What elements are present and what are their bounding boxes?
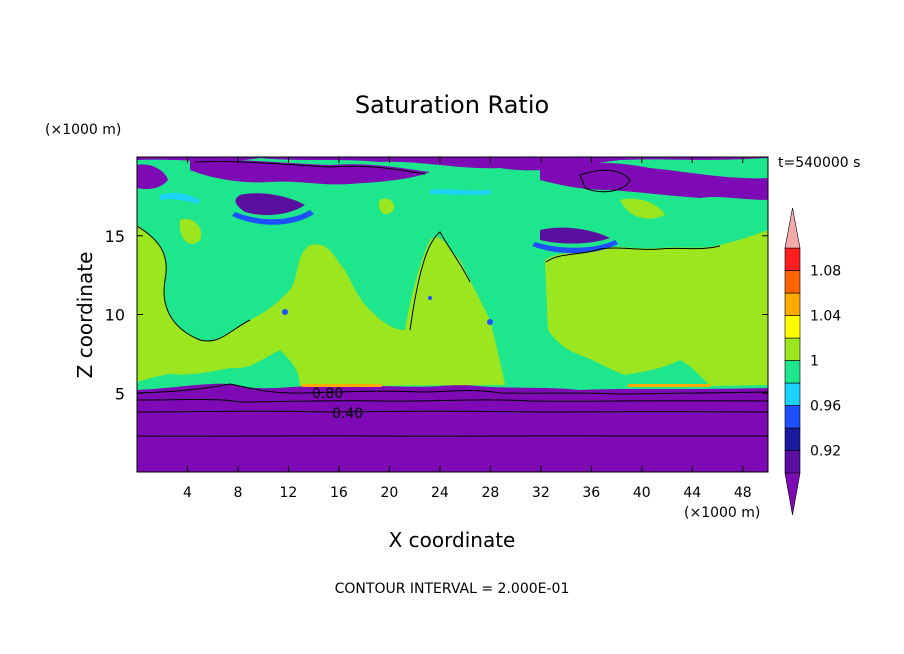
x-tick-label: 44 (683, 485, 701, 501)
time-label: t=540000 s (778, 155, 860, 171)
x-tick-label: 20 (380, 485, 398, 501)
x-tick-label: 32 (532, 485, 550, 501)
x-tick-label: 16 (330, 485, 348, 501)
colorbar-segment (784, 382, 801, 406)
colorbar-tick-label: 1.04 (810, 309, 841, 325)
y-tick-label: 10 (105, 306, 125, 325)
dry-patch-mid-left (235, 193, 305, 216)
plume-mid-patch (300, 289, 355, 385)
colorbar-over-triangle (784, 207, 801, 249)
x-axis: 4 8 12 16 20 24 28 32 36 40 44 48 (183, 157, 752, 501)
x-tick-label: 24 (431, 485, 449, 501)
dry-patch-right (540, 227, 610, 244)
colorbar: 1.08 1.04 1 0.96 0.92 (784, 207, 841, 516)
contour-lines (137, 161, 768, 437)
contour-line-040 (137, 410, 768, 413)
dry-patch-left-edge (137, 164, 168, 190)
x-tick-label: 48 (734, 485, 752, 501)
colorbar-segment (784, 247, 801, 271)
blue-spot (428, 296, 432, 300)
dry-layer-upper-band (137, 390, 768, 472)
x-unit-label: (×1000 m) (684, 505, 760, 521)
x-tick-label: 12 (280, 485, 298, 501)
blue-spot (282, 309, 288, 315)
chart-title: Saturation Ratio (355, 91, 549, 119)
colorbar-segment (784, 405, 801, 429)
y-unit-label: (×1000 m) (45, 122, 121, 138)
blue-fringe-1 (232, 210, 314, 225)
colorbar-tick-label: 0.96 (810, 399, 841, 415)
colorbar-segment (784, 270, 801, 294)
contour-labels: 0.80 0.40 (312, 386, 363, 422)
x-tick-label: 4 (183, 485, 192, 501)
colorbar-tick-label: 1.08 (810, 264, 841, 280)
contour-line-020 (137, 435, 768, 437)
contour-label-080: 0.80 (312, 386, 343, 402)
colorbar-segment (784, 427, 801, 451)
colorbar-segment (784, 337, 801, 361)
contour-line-080 (137, 383, 768, 395)
contour-line-mid-plume (409, 231, 471, 331)
blue-fringe-4 (160, 192, 200, 204)
contour-line-right (579, 169, 631, 193)
x-tick-label: 8 (233, 485, 242, 501)
x-tick-label: 36 (582, 485, 600, 501)
x-axis-label: X coordinate (389, 528, 516, 552)
colorbar-tick-label: 1 (810, 354, 819, 370)
upper-dry-band (137, 157, 768, 171)
colorbar-under-triangle (784, 472, 801, 516)
field-area: 0.80 0.40 (137, 157, 768, 472)
contour-line-left-plume (137, 225, 251, 342)
contour-line-upper (194, 161, 426, 175)
y-tick-label: 5 (115, 384, 125, 403)
contour-interval-footer: CONTOUR INTERVAL = 2.000E-01 (335, 581, 570, 597)
contour-line-060 (137, 399, 768, 403)
dry-patch-top-left (190, 159, 430, 185)
dry-patch-top-right (540, 162, 768, 200)
saturated-strip-2 (628, 384, 710, 387)
blue-spot (487, 319, 493, 325)
dry-layer-boundary (137, 383, 768, 394)
x-tick-label: 40 (633, 485, 651, 501)
colorbar-segment (784, 292, 801, 316)
contour-label-040: 0.40 (332, 406, 363, 422)
saturated-strip-1 (302, 384, 382, 387)
colorbar-segment (784, 315, 801, 339)
x-tick-label: 28 (481, 485, 499, 501)
y-axis-label: Z coordinate (73, 252, 97, 379)
contour-line-right-plume (545, 245, 721, 263)
plume-right (545, 230, 768, 386)
colorbar-tick-label: 0.92 (810, 444, 841, 460)
y-axis: 5 10 15 (105, 227, 768, 403)
colorbar-segment (784, 450, 801, 474)
y-tick-label: 15 (105, 227, 125, 246)
colorbar-segment (784, 360, 801, 384)
blue-fringe-3 (430, 189, 492, 195)
